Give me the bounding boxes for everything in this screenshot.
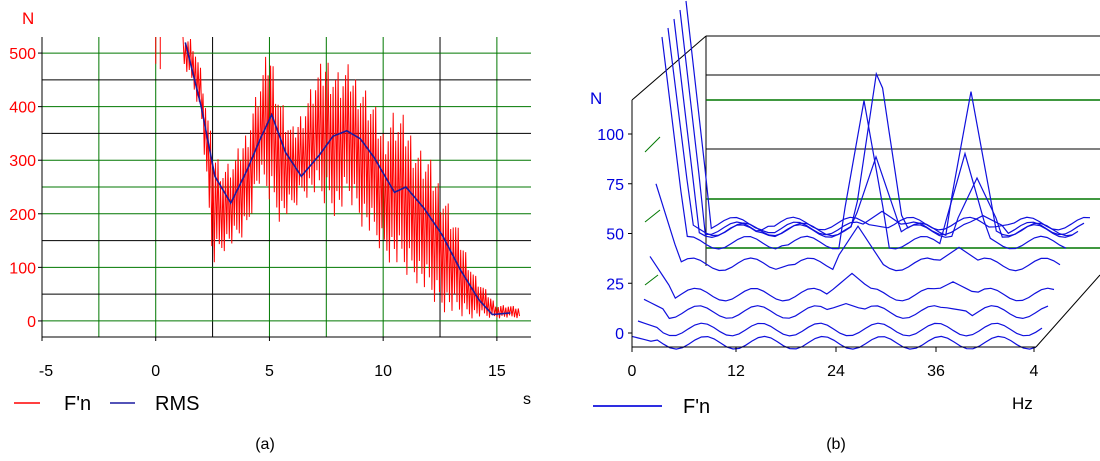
chart-b: 0 25 50 75 100 0 12 24 36 4 N Hz F'n (b) bbox=[590, 0, 1100, 453]
side-top-edge bbox=[631, 35, 707, 101]
waterfall-slice bbox=[685, 0, 1091, 231]
waterfall-slice bbox=[643, 298, 1049, 320]
chart-a-rms-series bbox=[184, 42, 511, 316]
b-y-tick-label: 75 bbox=[606, 177, 624, 194]
legend-rms-label: RMS bbox=[155, 393, 199, 415]
waterfall-slice bbox=[679, 9, 1085, 236]
y-tick-label: 500 bbox=[9, 46, 36, 63]
b-x-tick-label: 4 bbox=[1030, 363, 1039, 380]
chart-a-y-label: N bbox=[22, 9, 34, 28]
x-tick-label: -5 bbox=[39, 363, 53, 380]
b-depth-edge bbox=[1035, 274, 1100, 348]
rms-line bbox=[184, 42, 511, 316]
b-y-tick-label: 100 bbox=[597, 127, 624, 144]
b-x-tick-label: 36 bbox=[927, 363, 945, 380]
waterfall-slice bbox=[631, 335, 1037, 350]
y-tick-label: 200 bbox=[9, 207, 36, 224]
side-grid-line bbox=[644, 209, 661, 223]
waterfall-slice bbox=[673, 18, 1079, 239]
b-x-tick-label: 24 bbox=[827, 363, 845, 380]
chart-a-fn-series bbox=[155, 36, 520, 319]
side-grid-line bbox=[644, 274, 659, 286]
b-y-tick-label: 25 bbox=[606, 276, 624, 293]
waterfall-slice bbox=[637, 320, 1043, 337]
chart-a: 0 100 200 300 400 500 -5 0 5 10 15 N s F'n RMS (a… bbox=[9, 9, 531, 453]
fn-line bbox=[182, 36, 520, 319]
chart-b-legend: F'n bbox=[593, 396, 710, 418]
chart-b-axes bbox=[631, 100, 1100, 348]
b-x-tick-label: 0 bbox=[628, 363, 637, 380]
x-tick-label: 15 bbox=[488, 363, 506, 380]
legend-fn-label: F'n bbox=[64, 393, 91, 415]
waterfall-slice bbox=[661, 36, 1067, 250]
b-x-tick-label: 12 bbox=[727, 363, 745, 380]
chart-b-y-ticks: 0 25 50 75 100 bbox=[597, 127, 632, 343]
waterfall-slice bbox=[649, 256, 1055, 302]
chart-a-x-ticks: -5 0 5 10 15 bbox=[39, 337, 506, 380]
y-tick-label: 0 bbox=[27, 314, 36, 331]
y-tick-label: 400 bbox=[9, 100, 36, 117]
chart-b-x-label: Hz bbox=[1012, 394, 1033, 413]
chart-a-x-label: s bbox=[523, 391, 531, 408]
chart-a-y-ticks: 0 100 200 300 400 500 bbox=[9, 46, 42, 331]
chart-b-waterfall-series bbox=[631, 0, 1091, 350]
chart-a-caption: (a) bbox=[255, 436, 275, 453]
waterfall-slice bbox=[667, 27, 1073, 237]
b-y-tick-label: 50 bbox=[606, 227, 624, 244]
side-grid-line bbox=[644, 136, 661, 153]
y-tick-label: 100 bbox=[9, 260, 36, 277]
chart-a-legend: F'n RMS bbox=[14, 393, 199, 415]
chart-b-planes bbox=[631, 35, 1100, 286]
b-y-tick-label: 0 bbox=[615, 326, 624, 343]
y-tick-label: 300 bbox=[9, 153, 36, 170]
x-tick-label: 10 bbox=[374, 363, 392, 380]
x-tick-label: 0 bbox=[151, 363, 160, 380]
chart-b-x-ticks: 0 12 24 36 4 bbox=[628, 347, 1039, 380]
waterfall-slice bbox=[655, 183, 1061, 272]
chart-a-axes bbox=[41, 37, 531, 338]
x-tick-label: 5 bbox=[265, 363, 274, 380]
legend-b-fn-label: F'n bbox=[683, 396, 710, 418]
chart-b-y-label: N bbox=[590, 89, 602, 108]
chart-b-caption: (b) bbox=[826, 436, 846, 453]
